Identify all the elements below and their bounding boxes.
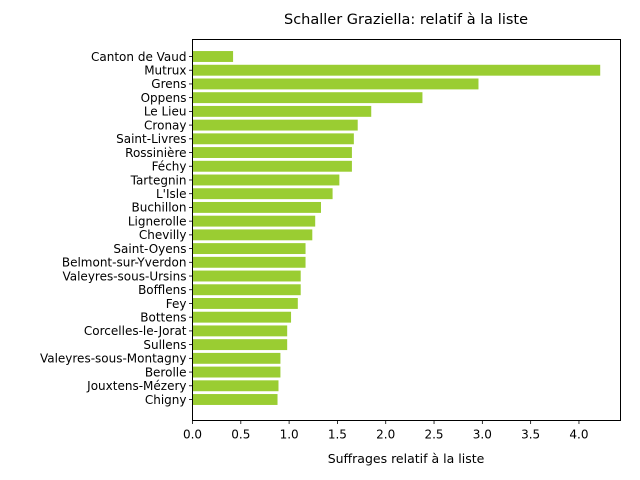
- y-tick-label: Rossinière: [125, 146, 186, 160]
- x-tick-label: 1.5: [328, 428, 347, 442]
- y-tick-label: Buchillon: [132, 201, 187, 215]
- x-tick-label: 1.0: [280, 428, 299, 442]
- bar: [192, 352, 281, 364]
- bar: [192, 215, 316, 227]
- x-tick-label: 0.0: [183, 428, 202, 442]
- bar: [192, 311, 292, 323]
- bar: [192, 243, 306, 255]
- bar: [192, 298, 298, 309]
- y-tick-label: Chevilly: [139, 228, 187, 242]
- y-tick-label: Bottens: [140, 310, 186, 324]
- y-tick-label: Bofflens: [138, 283, 186, 297]
- bar: [192, 64, 601, 76]
- bar: [192, 380, 279, 392]
- bar: [192, 188, 333, 200]
- y-tick-label: Grens: [151, 77, 186, 91]
- x-tick-label: 4.0: [569, 428, 588, 442]
- y-tick-label: Mutrux: [144, 64, 186, 78]
- plot-frame: [192, 39, 621, 421]
- bars-layer: [192, 51, 601, 405]
- y-tick-label: Valeyres-sous-Montagny: [40, 352, 187, 366]
- chart-title: Schaller Graziella: relatif à la liste: [284, 12, 528, 28]
- bar: [192, 147, 352, 158]
- bar: [192, 256, 306, 268]
- bar: [192, 133, 354, 145]
- y-tick-label: Valeyres-sous-Ursins: [62, 269, 186, 283]
- bar: [192, 325, 288, 337]
- y-tick-label: Cronay: [144, 118, 186, 132]
- y-tick-label: Oppens: [141, 91, 187, 105]
- bar: [192, 270, 301, 282]
- bar: [192, 201, 321, 213]
- bar: [192, 174, 340, 186]
- bar: [192, 284, 301, 296]
- y-tick-label: Jouxtens-Mézery: [86, 379, 186, 393]
- y-tick-label: Féchy: [152, 160, 187, 174]
- y-tick-label: Chigny: [145, 393, 187, 407]
- y-tick-label: Saint-Livres: [116, 132, 186, 146]
- bar: [192, 92, 423, 104]
- y-tick-label: Berolle: [145, 365, 187, 379]
- y-tick-label: Sullens: [143, 338, 186, 352]
- x-tick-label: 3.5: [521, 428, 540, 442]
- bar: [192, 394, 278, 405]
- bar: [192, 105, 372, 117]
- y-tick-label: L'Isle: [156, 187, 187, 201]
- y-tick-label: Saint-Oyens: [113, 242, 186, 256]
- y-tick-label: Fey: [166, 297, 187, 311]
- bar: [192, 339, 288, 351]
- y-tick-label: Canton de Vaud: [91, 50, 186, 64]
- bar: [192, 160, 352, 172]
- y-tick-label: Tartegnin: [130, 173, 187, 187]
- y-tick-label: Corcelles-le-Jorat: [84, 324, 187, 338]
- bar: [192, 119, 358, 131]
- x-axis-label: Suffrages relatif à la liste: [328, 451, 485, 466]
- x-tick-label: 3.0: [473, 428, 492, 442]
- x-tick-label: 2.5: [424, 428, 443, 442]
- bar: [192, 51, 234, 62]
- y-tick-label: Belmont-sur-Yverdon: [62, 256, 187, 270]
- y-tick-label: Le Lieu: [144, 105, 187, 119]
- bar: [192, 78, 479, 90]
- bar: [192, 229, 313, 241]
- x-tick-label: 2.0: [376, 428, 395, 442]
- y-tick-label: Lignerolle: [128, 214, 187, 228]
- x-tick-label: 0.5: [231, 428, 250, 442]
- bar: [192, 366, 281, 378]
- x-axis: 0.0 0.5 1.0 1.5 2.0 2.5 3.0 3.5 4.0: [183, 420, 589, 442]
